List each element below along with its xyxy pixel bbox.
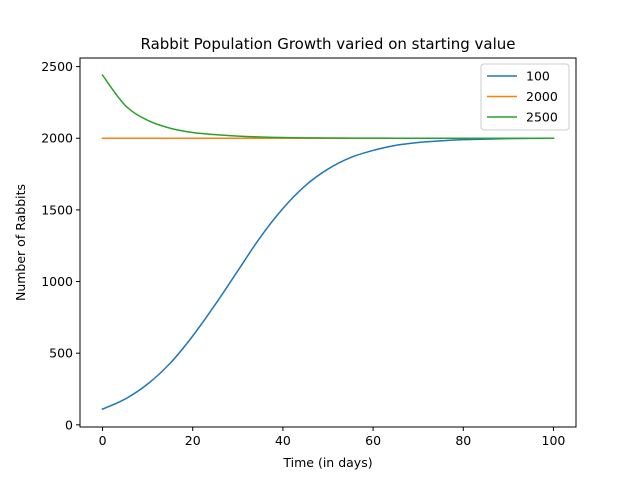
x-tick-label: 20 <box>185 433 201 448</box>
legend-label-2000: 2000 <box>526 89 558 104</box>
legend-box <box>480 63 570 131</box>
x-tick-label: 100 <box>542 433 566 448</box>
series-layer <box>101 74 555 411</box>
x-tick-label: 0 <box>99 433 107 448</box>
series-line-100 <box>101 137 555 411</box>
y-tick-label: 2500 <box>41 59 73 74</box>
x-tick-label: 80 <box>455 433 471 448</box>
y-axis-ticks: 0 500 1000 1500 2000 2500 <box>41 59 80 432</box>
x-axis-ticks: 0 20 40 60 80 100 <box>99 427 566 448</box>
y-tick-label: 2000 <box>41 131 73 146</box>
legend-label-100: 100 <box>526 69 550 84</box>
x-tick-label: 60 <box>365 433 381 448</box>
series-line-2500 <box>101 74 555 140</box>
y-tick-label: 500 <box>49 346 73 361</box>
chart-title: Rabbit Population Growth varied on start… <box>140 35 515 53</box>
x-axis-label: Time (in days) <box>282 455 372 470</box>
plot-frame <box>79 57 577 428</box>
y-tick-label: 1000 <box>41 274 73 289</box>
y-tick-label: 0 <box>65 417 73 432</box>
legend-label-2500: 2500 <box>526 110 558 125</box>
y-tick-label: 1500 <box>41 202 73 217</box>
legend: 100 2000 2500 <box>480 63 570 131</box>
y-axis-label: Number of Rabbits <box>13 184 28 301</box>
x-tick-label: 40 <box>275 433 291 448</box>
